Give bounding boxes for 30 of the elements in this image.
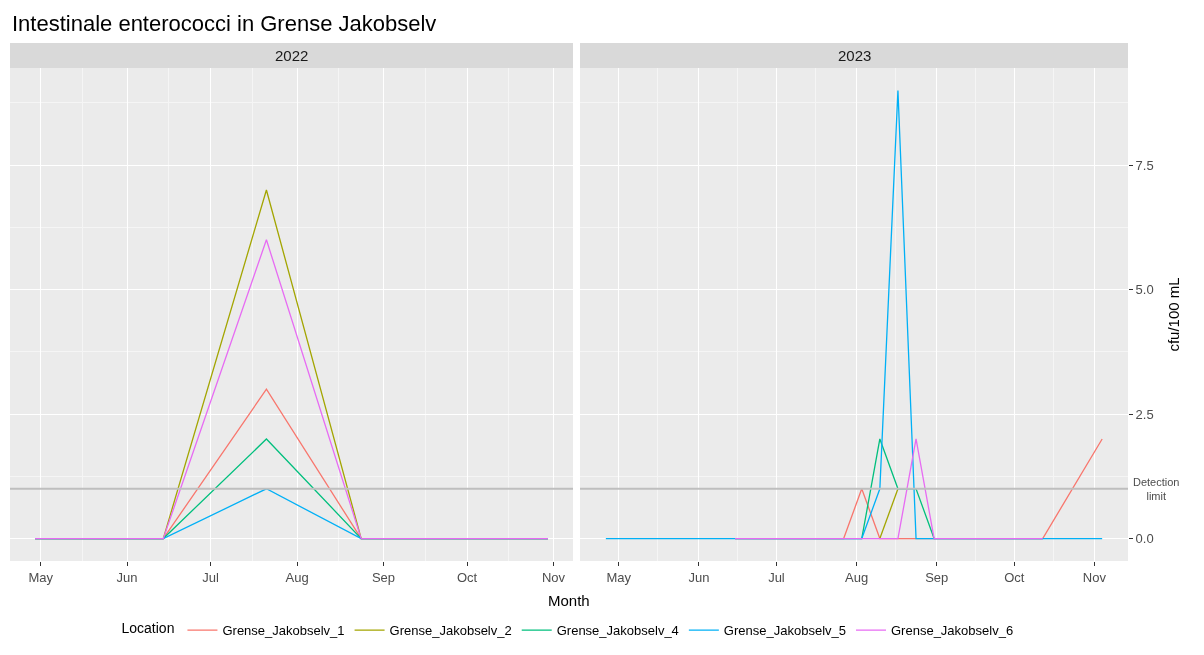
x-axis-title: Month	[548, 592, 590, 609]
x-tick-label: Sep	[371, 569, 396, 585]
x-tick-label: May	[28, 569, 54, 585]
y-tick-label: 5.0	[1135, 282, 1154, 298]
y-tick-label: 2.5	[1135, 406, 1154, 422]
legend-label: Grense_Jakobselv_4	[556, 623, 679, 639]
chart-subtitle: 2022	[275, 47, 309, 64]
ref-line-label: Detection limit	[1133, 476, 1180, 503]
y-axis-title: cfu/100 mL	[1164, 277, 1182, 352]
x-tick-label: Aug	[285, 569, 309, 585]
legend-label: Grense_Jakobselv_1	[222, 623, 345, 639]
x-tick-label: May	[606, 569, 632, 585]
legend-label: Grense_Jakobselv_6	[891, 623, 1014, 639]
x-tick-label: Jul	[768, 569, 785, 585]
x-tick-label: Aug	[845, 569, 869, 585]
x-tick-label: Sep	[925, 569, 949, 585]
legend-title: Location	[121, 620, 175, 637]
x-tick-label: Nov	[1082, 569, 1107, 585]
x-tick-label: Jul	[202, 569, 220, 585]
legend-label: Grense_Jakobselv_2	[389, 623, 512, 639]
x-tick-label: Nov	[541, 569, 566, 585]
legend-label: Grense_Jakobselv_5	[723, 623, 846, 639]
chart-subtitle: 2023	[838, 47, 872, 64]
y-tick-label: 7.5	[1135, 157, 1154, 173]
x-tick-label: Jun	[688, 569, 710, 585]
x-tick-label: Oct	[1004, 569, 1025, 585]
x-tick-label: Jun	[116, 569, 138, 585]
x-tick-label: Oct	[456, 569, 478, 585]
chart-title: Intestinale enterococci in Grense Jakobselv	[12, 11, 437, 36]
y-tick-label: 0.0	[1135, 531, 1154, 547]
